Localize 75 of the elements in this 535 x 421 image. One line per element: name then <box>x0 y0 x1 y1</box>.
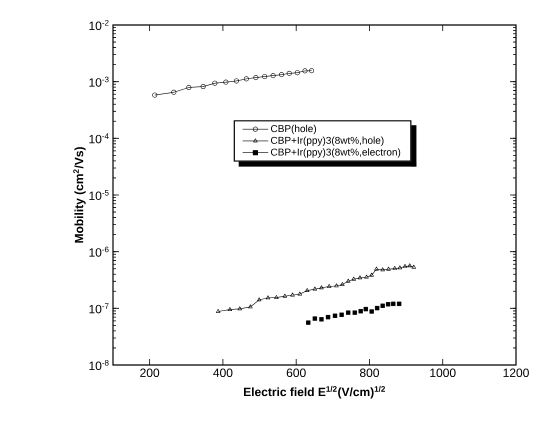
point <box>244 76 249 82</box>
point <box>374 306 380 310</box>
point <box>223 80 228 85</box>
point <box>346 278 350 283</box>
point <box>352 310 358 315</box>
point <box>369 272 374 277</box>
point <box>380 304 385 308</box>
point <box>238 306 242 310</box>
point <box>186 84 192 90</box>
y-tick-label: 10$^{-2}$ <box>89 20 109 30</box>
point <box>253 75 258 80</box>
point <box>364 274 369 279</box>
point <box>294 70 300 76</box>
point <box>396 302 402 306</box>
point <box>262 74 268 80</box>
point <box>248 304 253 308</box>
point <box>380 267 385 272</box>
x-tick-label: 600 <box>286 368 306 378</box>
point <box>312 316 318 321</box>
legend-label: CBP(hole) <box>271 124 316 134</box>
point <box>319 317 324 322</box>
x-tick-label: 1000 <box>430 368 456 378</box>
point <box>332 314 338 318</box>
y-tick-label: 10$^{-6}$ <box>89 246 109 257</box>
point <box>171 90 176 95</box>
point <box>398 265 402 270</box>
y-tick-label: 10$^{-5}$ <box>89 190 109 200</box>
point <box>319 285 324 290</box>
point <box>374 266 379 271</box>
y-tick-label: 10$^{-8}$ <box>89 360 109 370</box>
point <box>212 80 218 86</box>
point <box>270 73 276 78</box>
legend-label: CBP+Ir(ppy)3(8wt%,hole) <box>271 136 384 146</box>
point <box>298 292 302 296</box>
point <box>228 307 232 311</box>
point <box>290 292 295 297</box>
y-tick-label: 10$^{-4}$ <box>89 133 109 144</box>
point <box>352 276 356 281</box>
point <box>369 309 374 314</box>
point <box>340 282 345 286</box>
point <box>282 294 288 298</box>
point <box>339 312 344 317</box>
point <box>306 320 310 325</box>
y-tick-label: 10$^{-7}$ <box>89 303 109 314</box>
x-axis-title: Electric field E$^{1/2}$(V/cm)$^{1/2}$ <box>244 386 385 399</box>
point <box>286 70 292 76</box>
point <box>346 310 350 315</box>
x-tick-label: 400 <box>213 368 232 378</box>
point <box>334 283 339 288</box>
point <box>402 264 408 268</box>
point <box>358 309 363 314</box>
legend-label: CBP+Ir(ppy)3(8wt%,electron) <box>271 148 400 158</box>
point <box>312 286 318 291</box>
point <box>364 306 368 312</box>
point <box>302 68 308 74</box>
point <box>392 266 397 270</box>
point <box>326 284 332 288</box>
point <box>234 78 239 84</box>
y-axis-title: Mobility (cm$^{2}$/Vs) <box>73 147 86 243</box>
point <box>200 84 206 90</box>
point <box>386 266 391 271</box>
x-tick-label: 200 <box>140 368 160 378</box>
y-tick-label: 10$^{-3}$ <box>89 76 109 87</box>
point <box>391 302 396 306</box>
point <box>266 295 270 300</box>
point <box>386 302 390 306</box>
point <box>256 297 262 302</box>
point <box>358 275 362 280</box>
point <box>279 72 284 78</box>
x-tick-label: 1200 <box>504 368 529 378</box>
point <box>274 295 279 299</box>
point <box>304 288 310 292</box>
x-tick-label: 800 <box>360 368 380 378</box>
point <box>326 314 330 320</box>
point <box>408 263 412 268</box>
